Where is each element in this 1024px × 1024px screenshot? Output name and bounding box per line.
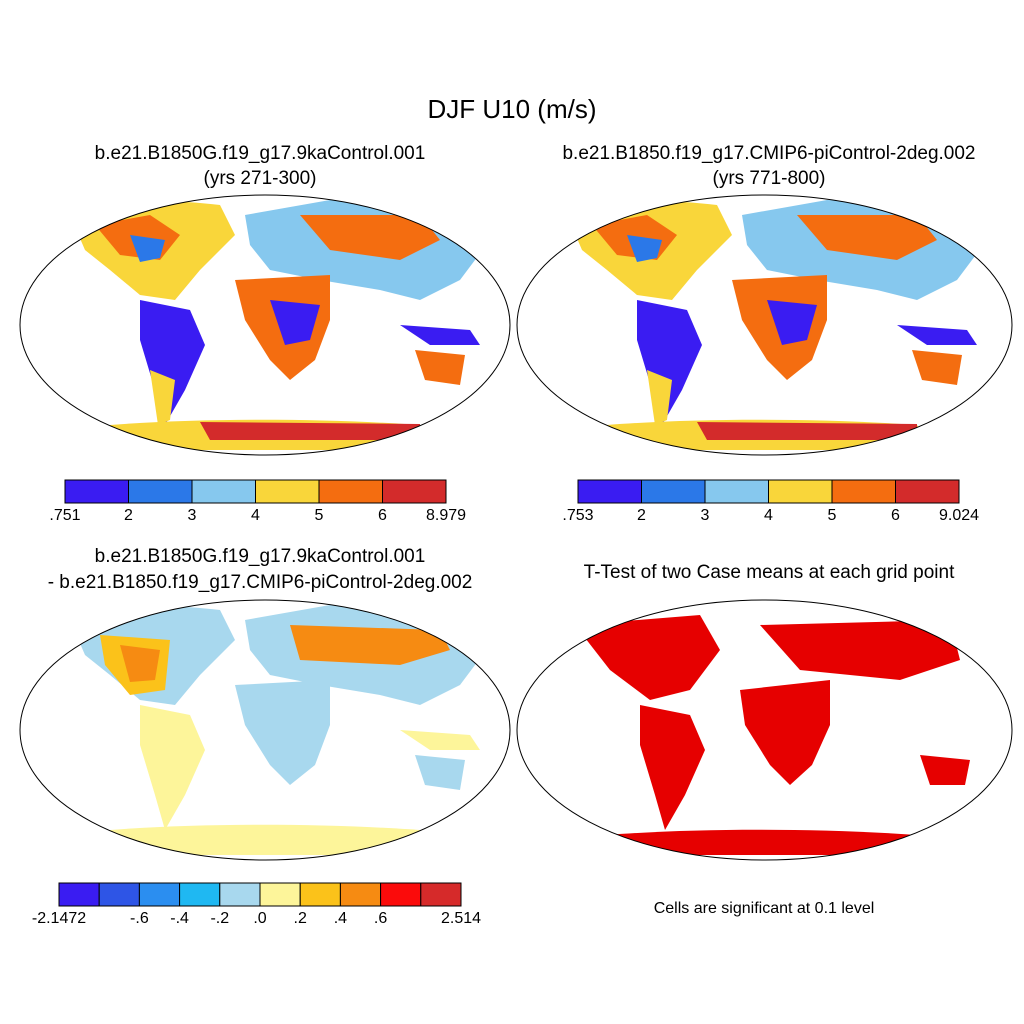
map-panel-ttest [516,599,1013,861]
colorbar-swatch [219,882,261,907]
colorbar-tick-label: .0 [253,910,267,927]
colorbar-swatch [382,479,447,504]
panel2-title-line1: b.e21.B1850.f19_g17.CMIP6-piControl-2deg… [562,143,976,164]
map4-significant-cells [575,615,970,855]
colorbar-swatch [255,479,320,504]
figure-title: DJF U10 (m/s) [427,94,597,124]
colorbar-tick-label: 9.024 [938,507,980,524]
colorbar-tick-label: 5 [827,507,837,524]
colorbar-tick-label: 3 [700,507,710,524]
colorbar-tick-label: .4 [333,910,348,927]
colorbar-tick-label: 2 [124,507,133,524]
colorbar-tick-label: -2.1472 [31,910,87,927]
map-panel-difference [19,599,511,861]
colorbar-tick-label: -.6 [130,910,149,927]
colorbar-swatch [138,882,181,907]
map-panel-case2 [516,194,1013,456]
panel2-title-line2: (yrs 771-800) [712,168,826,189]
colorbar-swatch [259,882,301,907]
colorbar-tick-label: .751 [49,507,81,524]
panel3-title-line2: - b.e21.B1850.f19_g17.CMIP6-piControl-2d… [47,572,473,593]
colorbar-tick-label: 6 [891,507,900,524]
colorbar-tick-label: 6 [378,507,387,524]
map1-land [70,200,490,450]
colorbar-tick-label: -.2 [210,910,230,927]
panel3-title-line1: b.e21.B1850G.f19_g17.9kaControl.001 [94,546,426,567]
colorbar-swatch [179,882,221,907]
colorbar-swatch [768,479,833,504]
colorbar-tick-label: 3 [187,507,197,524]
map2-land [567,200,987,450]
map-panel-case1 [19,194,511,456]
panel4-title: T-Test of two Case means at each grid po… [583,562,955,583]
colorbar-swatch [318,479,383,504]
colorbar-case1 [64,479,447,504]
colorbar-tick-label: 4 [251,507,260,524]
colorbar-tick-label: -.4 [170,910,189,927]
colorbar-case2 [577,479,960,504]
colorbar-swatch [128,479,193,504]
colorbar-swatch [64,479,129,504]
colorbar-tick-label: 4 [764,507,773,524]
colorbar-swatch [380,882,422,907]
colorbar-swatch [577,479,642,504]
colorbar-tick-label: .6 [373,910,388,927]
significance-note: Cells are significant at 0.1 level [653,900,875,917]
colorbar-swatch [191,479,256,504]
colorbar-tick-label: 2.514 [440,910,482,927]
colorbar-swatch [58,882,100,907]
colorbar-tick-label: 8.979 [425,507,467,524]
colorbar-tick-label: .753 [562,507,594,524]
colorbar-swatch [339,882,382,907]
colorbar-tick-label: .2 [293,910,307,927]
colorbar-swatch [704,479,769,504]
panel1-title-line2: (yrs 271-300) [203,168,317,189]
colorbar-tick-label: 2 [637,507,646,524]
map3-land [70,605,490,855]
colorbar-difference [58,882,462,907]
colorbar-swatch [641,479,706,504]
colorbar-tick-label: 5 [314,507,324,524]
colorbar-swatch [895,479,960,504]
colorbar-swatch [831,479,896,504]
colorbar-swatch [98,882,140,907]
colorbar-swatch [299,882,341,907]
panel1-title-line1: b.e21.B1850G.f19_g17.9kaControl.001 [94,143,426,164]
colorbar-swatch [420,882,462,907]
